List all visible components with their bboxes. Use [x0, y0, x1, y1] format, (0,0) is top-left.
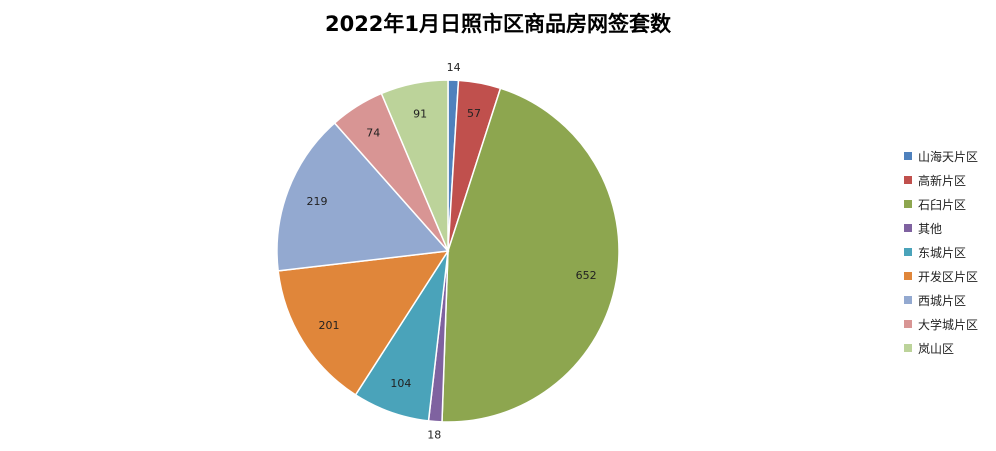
legend-swatch: [904, 344, 912, 352]
data-label-7: 74: [366, 126, 380, 139]
legend-item: 大学城片区: [904, 312, 978, 336]
legend-label: 高新片区: [918, 173, 967, 188]
legend-label: 岚山区: [918, 341, 955, 356]
chart-title: 2022年1月日照市区商品房网签套数: [324, 12, 672, 36]
legend-label: 石臼片区: [918, 197, 967, 212]
data-label-4: 104: [390, 377, 411, 390]
pie-slice-5: [277, 250, 450, 396]
data-label-1: 57: [467, 107, 481, 120]
legend-swatch: [904, 320, 912, 328]
legend: 山海天片区高新片区石臼片区其他东城片区开发区片区西城片区大学城片区岚山区: [904, 144, 978, 360]
legend-item: 其他: [904, 216, 978, 240]
legend-swatch: [904, 152, 912, 160]
data-label-3: 18: [427, 428, 441, 441]
legend-label: 开发区片区: [918, 269, 979, 284]
legend-item: 高新片区: [904, 168, 978, 192]
legend-label: 大学城片区: [918, 317, 979, 332]
data-label-8: 91: [413, 108, 427, 121]
legend-label: 西城片区: [918, 293, 967, 308]
legend-item: 石臼片区: [904, 192, 978, 216]
data-label-2: 652: [576, 269, 597, 282]
data-label-5: 201: [319, 319, 340, 332]
legend-item: 开发区片区: [904, 264, 978, 288]
legend-item: 西城片区: [904, 288, 978, 312]
legend-label: 东城片区: [918, 245, 967, 260]
legend-label: 其他: [918, 221, 943, 236]
pie-slice-2: [441, 87, 620, 423]
legend-swatch: [904, 248, 912, 256]
legend-label: 山海天片区: [918, 149, 979, 164]
legend-swatch: [904, 224, 912, 232]
legend-item: 山海天片区: [904, 144, 978, 168]
pie-slice-8: [380, 79, 449, 252]
data-label-0: 14: [447, 61, 461, 74]
legend-swatch: [904, 176, 912, 184]
data-label-6: 219: [307, 195, 328, 208]
pie-slice-6: [276, 121, 450, 272]
legend-item: 东城片区: [904, 240, 978, 264]
legend-item: 岚山区: [904, 336, 978, 360]
legend-swatch: [904, 272, 912, 280]
legend-swatch: [904, 296, 912, 304]
legend-swatch: [904, 200, 912, 208]
